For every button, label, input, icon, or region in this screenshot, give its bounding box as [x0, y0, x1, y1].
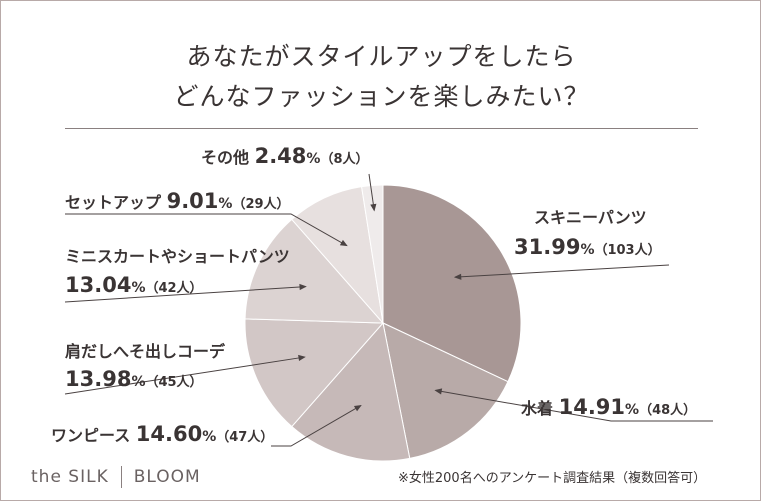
leader-line-other: [368, 173, 375, 211]
percent-unit: %: [306, 151, 321, 167]
slice-label-swimwear: 水着: [521, 399, 554, 418]
pie-slice-miniskirt: [244, 218, 385, 324]
leader-arrow-onepiece: [353, 404, 362, 412]
slice-label-skinny: スキニーパンツ: [534, 208, 647, 227]
leader-arrow-setup: [339, 239, 348, 247]
slice-percent-other: 2.48: [254, 144, 307, 168]
slice-label-offshoulder: 肩だしへそ出しコーデ: [65, 342, 226, 361]
slice-label-miniskirt: ミニスカートやショートパンツ: [65, 247, 290, 266]
slice-percent-skinny: 31.99: [514, 235, 581, 259]
leader-arrow-miniskirt: [299, 283, 307, 291]
slice-count-swimwear: （48人）: [639, 403, 697, 418]
slice-value-onepiece: ワンピース 14.60%（47人）: [51, 424, 273, 445]
slice-percent-swimwear: 14.91: [558, 395, 626, 419]
leader-line-offshoulder: [64, 356, 305, 395]
percent-unit: %: [625, 402, 640, 418]
slice-value-swimwear: 水着 14.91%（48人）: [521, 397, 696, 418]
title-divider: [65, 128, 698, 129]
leader-line-onepiece: [271, 405, 361, 447]
leader-line-setup: [65, 213, 347, 246]
brand-left: the SILK: [31, 467, 109, 487]
leader-line-skinny: [455, 264, 670, 278]
slice-value-miniskirt: 13.04%（42人）: [65, 275, 203, 296]
slice-value-setup: セットアップ 9.01%（29人）: [65, 191, 290, 212]
leader-arrow-swimwear: [434, 388, 443, 395]
slice-percent-onepiece: 14.60: [135, 422, 203, 446]
slice-percent-offshoulder: 13.98: [65, 367, 132, 391]
leader-line-miniskirt: [64, 286, 306, 303]
slice-value-skinny: 31.99%（103人）: [514, 237, 661, 258]
leader-arrow-skinny: [453, 273, 462, 280]
leader-arrow-offshoulder: [298, 354, 306, 362]
brand-separator: [120, 466, 122, 488]
slice-percent-setup: 9.01: [166, 189, 219, 213]
pie-slice-other: [361, 184, 384, 324]
brand-logo: the SILK BLOOM: [31, 466, 201, 488]
slice-count-setup: （29人）: [232, 197, 290, 212]
slice-count-onepiece: （47人）: [216, 430, 274, 445]
slice-label-setup: セットアップ: [65, 193, 162, 212]
slice-percent-miniskirt: 13.04: [65, 273, 132, 297]
leader-line-swimwear: [435, 389, 713, 422]
slice-count-other: （8人）: [320, 152, 369, 167]
slice-value-other: その他 2.48%（8人）: [201, 146, 369, 167]
pie-slice-skinny: [382, 184, 522, 383]
chart-title-line1: あなたがスタイルアップをしたら: [186, 42, 577, 71]
chart-title-line2: どんなファッションを楽しみたい？: [173, 82, 590, 111]
slice-count-offshoulder: （45人）: [145, 375, 203, 390]
percent-unit: %: [131, 374, 146, 390]
brand-right: BLOOM: [133, 467, 201, 487]
slice-value-offshoulder: 13.98%（45人）: [65, 369, 203, 390]
slice-label-other: その他: [201, 148, 250, 167]
leader-arrow-other: [370, 203, 377, 212]
slice-count-skinny: （103人）: [594, 243, 661, 258]
survey-note: ※女性200名へのアンケート調査結果（複数回答可）: [398, 471, 707, 486]
pie-slice-onepiece: [291, 321, 411, 462]
percent-unit: %: [218, 196, 233, 212]
pie-slice-offshoulder: [244, 318, 385, 428]
pie-slice-swimwear: [382, 322, 509, 459]
percent-unit: %: [131, 280, 146, 296]
percent-unit: %: [580, 242, 595, 258]
slice-count-miniskirt: （42人）: [145, 281, 203, 296]
percent-unit: %: [202, 429, 217, 445]
slice-label-onepiece: ワンピース: [51, 426, 131, 445]
